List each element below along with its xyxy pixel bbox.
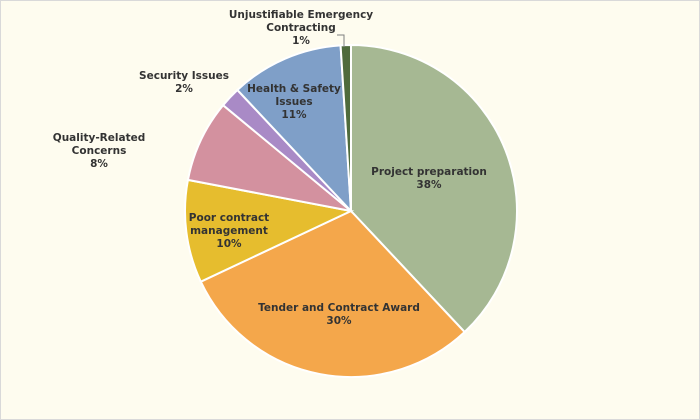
pie-slices bbox=[184, 43, 518, 378]
pie-slice-tender-and-contract-award bbox=[199, 209, 467, 378]
leader-line-unjustifiable-emergency-contracting bbox=[337, 34, 345, 47]
data-label-project-preparation: Project preparation 38% bbox=[371, 166, 487, 191]
data-label-poor-contract-management: Poor contract management 10% bbox=[189, 212, 269, 250]
pie-slice-poor-contract-management bbox=[184, 178, 355, 284]
leader-lines bbox=[337, 34, 345, 47]
pie-slice-project-preparation bbox=[350, 43, 518, 334]
data-label-health-safety-issues: Health & Safety Issues 11% bbox=[247, 83, 341, 121]
data-labels: Project preparation 38% Tender and Contrac… bbox=[53, 9, 487, 327]
data-label-unjustifiable-emergency-contracting: Unjustifiable Emergency Contracting 1% bbox=[229, 9, 373, 47]
data-label-quality-related-concerns: Quality-Related Concerns 8% bbox=[53, 132, 145, 170]
pie-slice-health-safety-issues bbox=[235, 44, 353, 214]
pie-slice-unjustifiable-emergency-contracting bbox=[339, 43, 352, 212]
data-label-security-issues: Security Issues 2% bbox=[139, 70, 229, 95]
data-label-tender-and-contract-award: Tender and Contract Award 30% bbox=[258, 302, 420, 327]
